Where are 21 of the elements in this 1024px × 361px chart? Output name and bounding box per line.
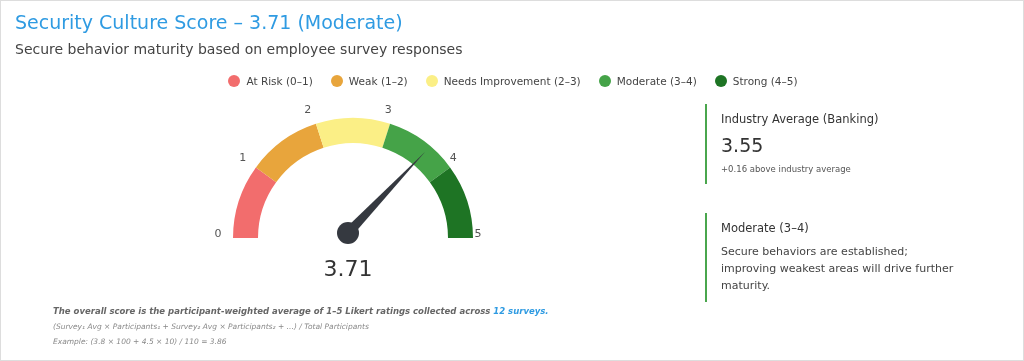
legend-label: Moderate (3–4)	[615, 75, 697, 87]
text: +0.16 above industry average	[721, 164, 852, 174]
text: Secure behaviors are established; improving weakest areas will drive further maturity.	[721, 244, 955, 294]
text: 1	[239, 150, 247, 164]
text: 0	[214, 227, 222, 240]
text: 4	[449, 150, 457, 164]
text: 3.55	[721, 134, 765, 156]
text: 2	[304, 103, 312, 117]
text: Moderate (3–4)	[721, 221, 810, 235]
chart-title: Security Culture Score – 3.71 (Moderate)	[15, 11, 403, 33]
chart-subtitle: Secure behavior maturity based on employee survey responses	[15, 41, 463, 57]
legend-label: At Risk (0–1)	[245, 75, 313, 87]
text: 5	[474, 227, 482, 240]
text: 12 surveys.	[493, 306, 549, 316]
text: 3	[384, 103, 392, 117]
legend-label: Strong (4–5)	[731, 75, 798, 87]
text: Industry Average (Banking)	[721, 112, 880, 126]
text: 3.71	[322, 256, 374, 281]
legend-label: Weak (1–2)	[347, 75, 408, 87]
legend-label: Needs Improvement (2–3)	[442, 75, 581, 87]
text: The overall score is the participant-weighted average of 1–5 Likert ratings collected across	[53, 306, 491, 316]
